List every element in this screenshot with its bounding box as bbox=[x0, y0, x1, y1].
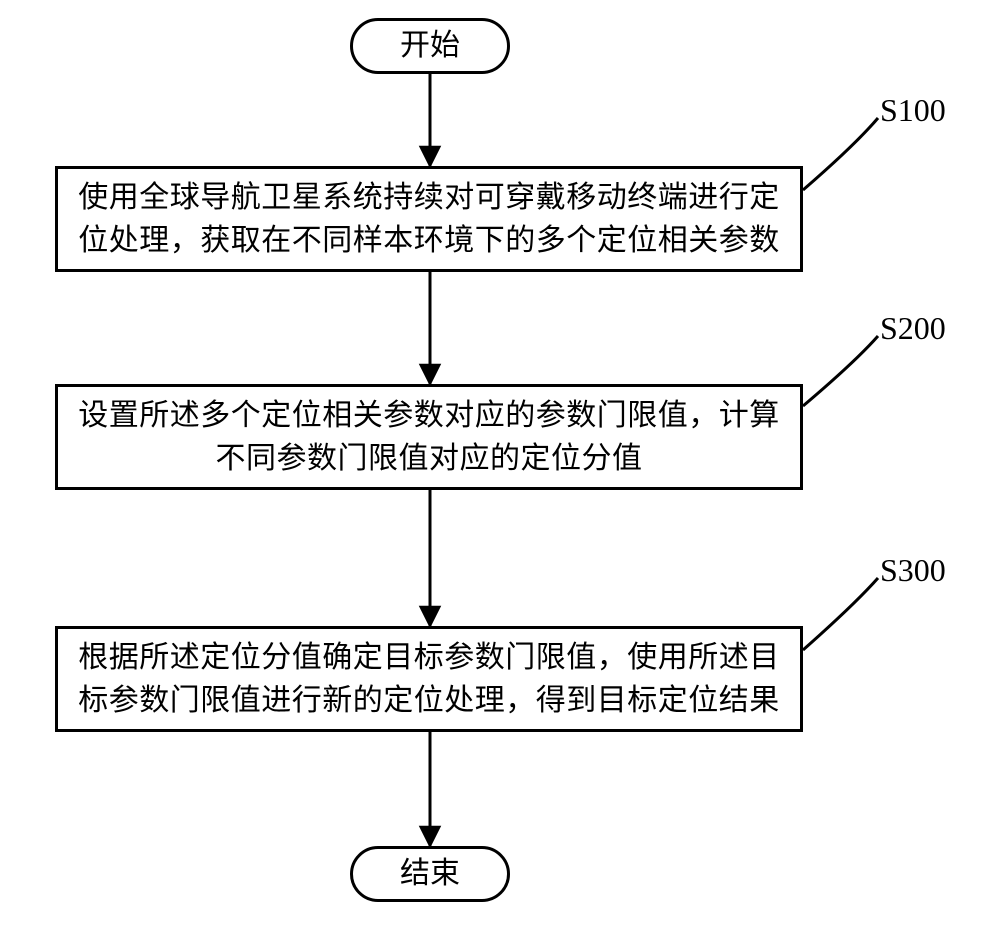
step-s200-label: S200 bbox=[880, 310, 946, 347]
step-s100-label: S100 bbox=[880, 92, 946, 129]
end-label: 结束 bbox=[400, 859, 460, 889]
step-s100-text: 使用全球导航卫星系统持续对可穿戴移动终端进行定位处理，获取在不同样本环境下的多个… bbox=[72, 176, 786, 263]
step-s300-text: 根据所述定位分值确定目标参数门限值，使用所述目标参数门限值进行新的定位处理，得到… bbox=[72, 636, 786, 723]
step-s200-box: 设置所述多个定位相关参数对应的参数门限值，计算不同参数门限值对应的定位分值 bbox=[55, 384, 803, 490]
step-s200-text: 设置所述多个定位相关参数对应的参数门限值，计算不同参数门限值对应的定位分值 bbox=[72, 394, 786, 481]
flowchart-canvas: { "type": "flowchart", "background_color… bbox=[0, 0, 1000, 927]
step-s100-box: 使用全球导航卫星系统持续对可穿戴移动终端进行定位处理，获取在不同样本环境下的多个… bbox=[55, 166, 803, 272]
step-s300-box: 根据所述定位分值确定目标参数门限值，使用所述目标参数门限值进行新的定位处理，得到… bbox=[55, 626, 803, 732]
start-label: 开始 bbox=[400, 31, 460, 61]
end-terminal: 结束 bbox=[350, 846, 510, 902]
step-s300-label: S300 bbox=[880, 552, 946, 589]
start-terminal: 开始 bbox=[350, 18, 510, 74]
